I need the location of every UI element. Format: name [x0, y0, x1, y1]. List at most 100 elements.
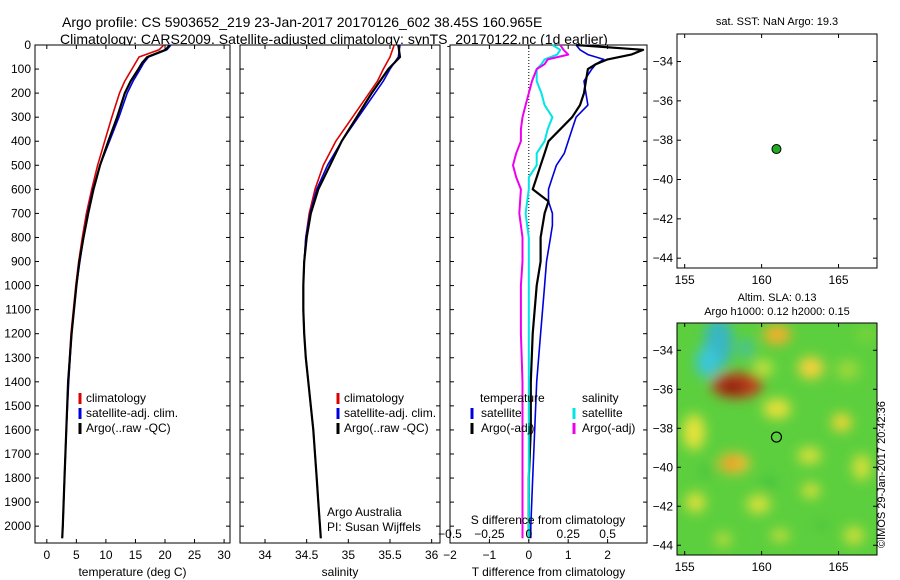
- y-tick-label: 1300: [4, 351, 31, 365]
- y-tick-label: 700: [11, 206, 31, 220]
- x-tick-label: 165: [829, 560, 849, 574]
- argo-position-marker: [770, 431, 783, 443]
- y-tick-label: −38: [653, 133, 674, 147]
- x-tick-label: 34.5: [295, 548, 319, 562]
- x-tick-label: 155: [675, 560, 695, 574]
- y-tick-label: −34: [653, 343, 674, 357]
- annotation-text: Argo Australia: [327, 505, 402, 519]
- map-title: Altim. SLA: 0.13: [738, 292, 817, 304]
- legend-label: Argo(-adj): [582, 421, 635, 435]
- y-tick-label: 300: [11, 110, 31, 124]
- heatmap-cell: [814, 519, 829, 532]
- heatmap-cell: [718, 380, 747, 395]
- heatmap-field: [682, 323, 877, 547]
- y-tick-label: 1000: [4, 279, 31, 293]
- y-tick-label: 1500: [4, 399, 31, 413]
- heatmap-cell: [835, 359, 860, 380]
- series-line-magenta: [512, 44, 570, 539]
- heatmap-cell: [763, 398, 791, 419]
- series-line-black: [302, 44, 402, 539]
- heatmap-cell: [763, 324, 791, 345]
- copyright-stamp: ©IMOS 29-Jan-2017 20:42:36: [876, 401, 888, 548]
- plot-frame: [239, 44, 441, 544]
- legend-title: temperature: [480, 391, 545, 405]
- x-axis-label: T difference from climatology: [472, 565, 626, 579]
- y-tick-label: −38: [653, 421, 674, 435]
- heatmap-cell: [695, 345, 720, 378]
- y-tick-label: −36: [653, 94, 674, 108]
- map-title: Argo h1000: 0.12 h2000: 0.15: [704, 306, 850, 318]
- x-tick-label: 165: [829, 273, 849, 287]
- x-tick-label: 30: [217, 548, 231, 562]
- y-tick-label: 2000: [4, 519, 31, 533]
- y-tick-label: −44: [653, 251, 674, 265]
- series-line-cyan: [524, 44, 562, 539]
- y-tick-label: −44: [653, 538, 674, 552]
- x-tick-label: 20: [158, 548, 172, 562]
- chart-title-line2: Climatology: CARS2009. Satellite-adjuste…: [60, 31, 608, 47]
- heatmap-cell: [700, 465, 713, 478]
- x-axis-label: salinity: [322, 565, 359, 579]
- heatmap-cell: [797, 356, 824, 379]
- x-axis-label: temperature (deg C): [78, 565, 186, 579]
- heatmap-cell: [801, 483, 820, 498]
- heatmap-cell: [753, 359, 774, 376]
- heatmap-cell: [685, 492, 706, 513]
- legend-label: Argo(..raw -QC): [86, 421, 171, 435]
- legend-label: satellite: [481, 406, 522, 420]
- secondary-tick-label: 0.25: [557, 527, 581, 541]
- y-tick-label: 1200: [4, 327, 31, 341]
- series-line-black: [527, 43, 645, 539]
- y-tick-label: 1400: [4, 375, 31, 389]
- heatmap-cell: [843, 526, 864, 545]
- legend-title: salinity: [582, 391, 619, 405]
- x-tick-label: −2: [443, 548, 457, 562]
- y-tick-label: −40: [653, 173, 674, 187]
- y-tick-label: 1900: [4, 495, 31, 509]
- x-tick-label: 160: [752, 560, 772, 574]
- heatmap-cell: [682, 414, 705, 451]
- secondary-tick-label: −0.25: [474, 527, 505, 541]
- x-tick-label: 5: [73, 548, 80, 562]
- secondary-tick-label: −0.5: [438, 527, 462, 541]
- heatmap-cell: [852, 454, 871, 481]
- y-tick-label: 1100: [5, 303, 31, 317]
- x-tick-label: 155: [675, 273, 695, 287]
- secondary-axis-label: S difference from climatology: [471, 513, 626, 527]
- series-line-black: [61, 44, 171, 539]
- chart-title-line1: Argo profile: CS 5903652_219 23-Jan-2017…: [62, 14, 543, 30]
- secondary-tick-label: 0: [525, 527, 532, 541]
- heatmap-cell: [797, 447, 822, 464]
- legend-label: satellite-adj. clim.: [86, 406, 178, 420]
- annotation-text: PI: Susan Wijffels: [327, 520, 421, 534]
- y-tick-label: 400: [11, 134, 31, 148]
- x-tick-label: 0: [525, 548, 532, 562]
- heatmap-cell: [746, 495, 771, 514]
- x-tick-label: 35: [342, 548, 356, 562]
- y-tick-label: −34: [653, 55, 674, 69]
- heatmap-blobs: [682, 323, 877, 547]
- x-tick-label: 1: [565, 548, 572, 562]
- y-tick-label: 1600: [4, 423, 31, 437]
- y-tick-label: 800: [11, 230, 31, 244]
- plot-frame: [34, 44, 231, 544]
- legend-label: climatology: [344, 391, 404, 405]
- legend-label: Argo(..raw -QC): [344, 421, 429, 435]
- x-tick-label: 2: [604, 548, 611, 562]
- y-tick-label: 600: [11, 182, 31, 196]
- heatmap-cell: [739, 338, 754, 359]
- legend-label: satellite: [582, 406, 623, 420]
- heatmap-cell: [722, 458, 739, 469]
- secondary-tick-label: 0.5: [599, 527, 616, 541]
- x-tick-label: 25: [188, 548, 202, 562]
- legend-label: Argo(-adj): [481, 421, 534, 435]
- y-tick-label: 0: [24, 38, 31, 52]
- y-tick-label: 500: [11, 158, 31, 172]
- plot-frame: [449, 44, 648, 544]
- y-tick-label: 1700: [4, 447, 31, 461]
- series-line-blue: [529, 44, 605, 539]
- y-tick-label: 900: [11, 255, 31, 269]
- heatmap-cell: [715, 532, 732, 547]
- x-tick-label: 35.5: [378, 548, 402, 562]
